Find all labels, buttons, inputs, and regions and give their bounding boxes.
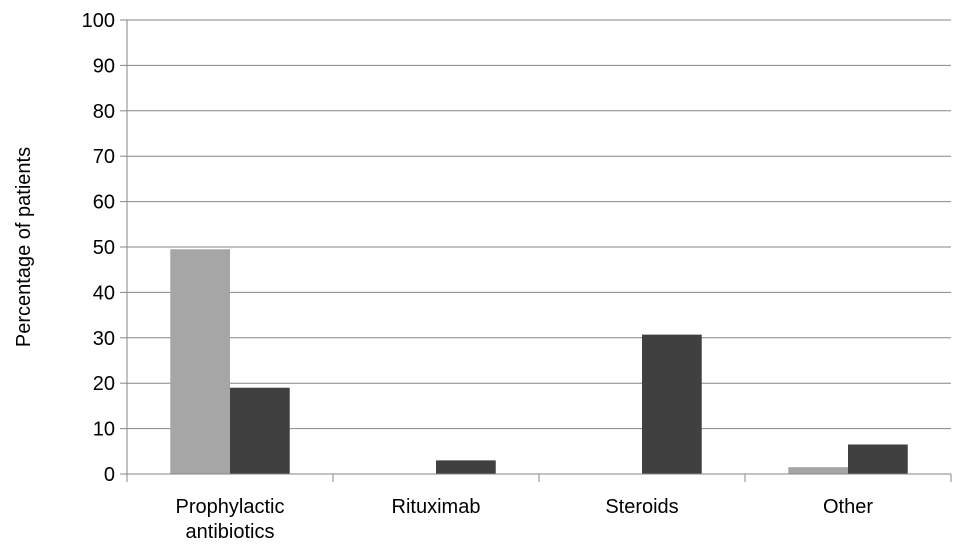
y-tick-label: 10 — [93, 419, 115, 441]
y-tick-label: 60 — [93, 192, 115, 214]
y-axis-title: Percentage of patients — [13, 147, 35, 347]
y-tick-label: 100 — [82, 10, 115, 32]
x-tick-marks — [126, 474, 952, 482]
bar-series2-prophylactic-antibiotics — [230, 387, 290, 474]
y-tick-label: 20 — [93, 373, 115, 395]
y-tick-labels: 0 10 20 30 40 50 60 70 80 90 100 — [82, 10, 127, 486]
bar-series2-steroids — [642, 334, 702, 474]
y-tick-label: 70 — [93, 146, 115, 168]
x-category-labels: Prophylactic antibiotics Rituximab Steroids… — [176, 496, 874, 543]
x-category-label: Rituximab — [392, 496, 481, 518]
bar-series2-other — [848, 444, 908, 474]
bar-series1-prophylactic-antibiotics — [170, 249, 230, 474]
x-category-label: Other — [823, 496, 873, 518]
y-tick-label: 0 — [104, 464, 115, 486]
bars — [170, 249, 908, 474]
y-tick-label: 50 — [93, 237, 115, 259]
gridlines — [127, 19, 951, 430]
bar-series2-rituximab — [436, 460, 496, 474]
x-category-label: Prophylactic antibiotics — [176, 496, 285, 543]
y-tick-label: 40 — [93, 282, 115, 304]
y-tick-label: 80 — [93, 101, 115, 123]
x-category-label: Steroids — [605, 496, 678, 518]
y-tick-label: 90 — [93, 55, 115, 77]
y-tick-label: 30 — [93, 328, 115, 350]
bar-series1-other — [788, 467, 848, 474]
